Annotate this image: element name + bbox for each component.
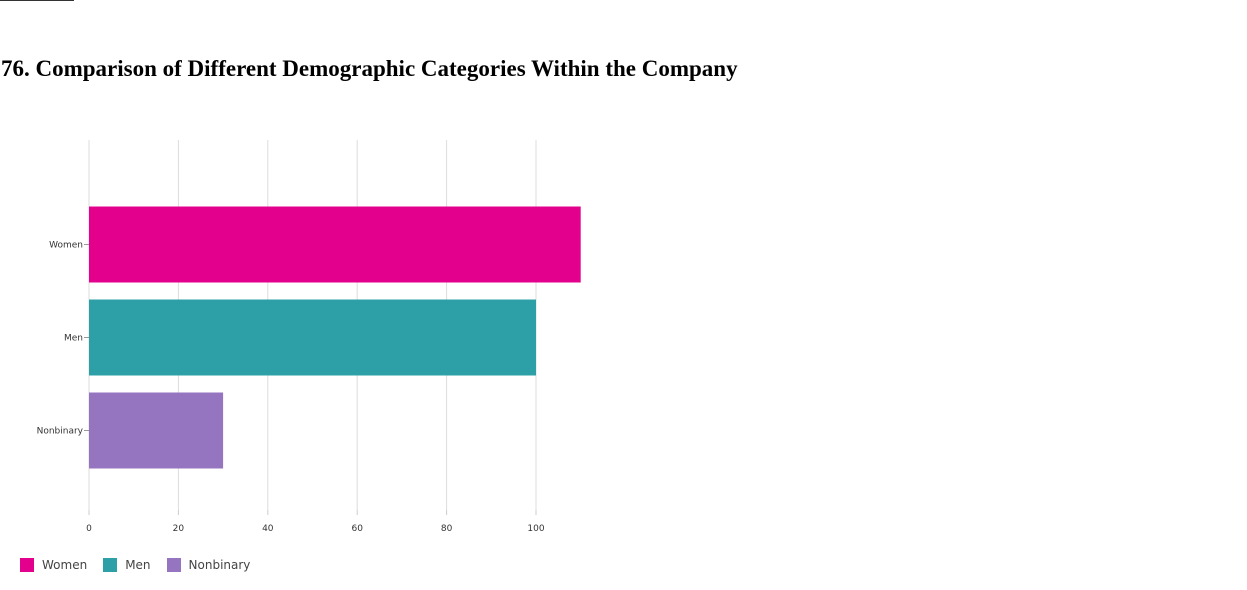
y-category-label: Women xyxy=(49,241,83,251)
legend-item-men[interactable]: Men xyxy=(103,558,151,572)
x-tick-label: 40 xyxy=(262,524,274,534)
legend: Women Men Nonbinary xyxy=(20,558,266,572)
x-tick-label: 20 xyxy=(173,524,185,534)
bar-chart: 0 20 40 60 80 100 Women Men Nonbinary xyxy=(37,140,581,535)
bar-nonbinary xyxy=(89,392,224,469)
axes: 0 20 40 60 80 100 Women Men Nonbinary xyxy=(37,241,545,535)
top-divider xyxy=(0,0,74,1)
legend-swatch xyxy=(166,558,181,572)
bars xyxy=(89,206,581,469)
x-tick-label: 0 xyxy=(86,524,92,534)
y-category-label: Nonbinary xyxy=(37,427,84,437)
legend-swatch xyxy=(103,558,118,572)
x-tick-label: 100 xyxy=(527,524,544,534)
legend-label: Women xyxy=(42,558,88,572)
bar-women xyxy=(89,206,581,283)
legend-item-nonbinary[interactable]: Nonbinary xyxy=(166,558,251,572)
x-tick-label: 60 xyxy=(351,524,363,534)
bar-men xyxy=(89,299,536,376)
page-title: 76. Comparison of Different Demographic … xyxy=(1,56,738,81)
legend-label: Nonbinary xyxy=(188,558,251,572)
x-tick-label: 80 xyxy=(441,524,453,534)
legend-swatch xyxy=(20,558,34,572)
legend-label: Men xyxy=(125,558,151,572)
legend-item-women[interactable]: Women xyxy=(20,558,87,572)
y-category-label: Men xyxy=(64,334,83,344)
